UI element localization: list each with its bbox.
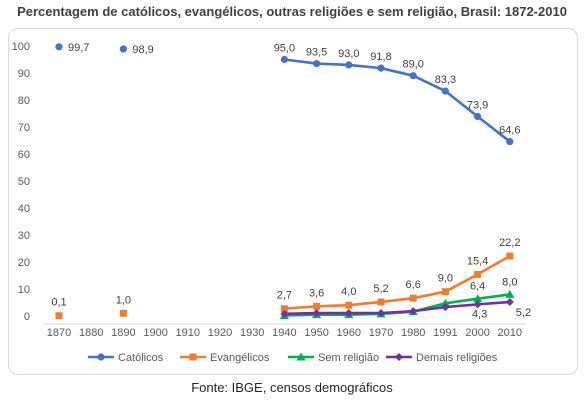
- data-point: [280, 309, 289, 318]
- data-point: [409, 307, 418, 316]
- y-tick-label: 40: [18, 203, 30, 215]
- data-label: 3,6: [309, 287, 324, 299]
- legend-label: Católicos: [118, 352, 164, 364]
- data-label: 91,8: [370, 51, 391, 63]
- x-tick-label: 1880: [79, 327, 103, 339]
- data-label: 99,7: [68, 42, 89, 54]
- data-point: [505, 297, 514, 306]
- x-tick-label: 1930: [240, 327, 264, 339]
- data-label: 5,2: [516, 307, 531, 319]
- y-tick-label: 90: [18, 68, 30, 80]
- data-label: 6,6: [406, 279, 421, 291]
- data-label: 83,3: [435, 74, 456, 86]
- data-point: [345, 301, 353, 309]
- data-label: 22,2: [499, 237, 520, 249]
- series-line: [284, 58, 511, 143]
- y-tick-label: 50: [18, 176, 30, 188]
- y-tick-label: 60: [18, 149, 30, 161]
- data-point: [119, 45, 127, 53]
- data-point: [440, 298, 450, 307]
- chart-source: Fonte: IBGE, censos demográficos: [191, 380, 393, 395]
- data-point: [505, 289, 515, 298]
- data-point: [377, 298, 385, 306]
- x-tick-label: 1960: [337, 327, 361, 339]
- chart-frame: [8, 28, 578, 375]
- data-point: [441, 303, 450, 312]
- x-tick-label: 1920: [208, 327, 232, 339]
- data-label: 64,6: [499, 125, 520, 137]
- data-label: 73,9: [467, 99, 488, 111]
- data-label: 1,0: [116, 294, 131, 306]
- data-point: [473, 294, 483, 303]
- data-point: [506, 252, 514, 260]
- series-line: [284, 300, 510, 316]
- x-tick-label: 1970: [369, 327, 393, 339]
- data-point: [97, 353, 105, 361]
- x-tick-label: 1900: [143, 327, 167, 339]
- data-point: [296, 352, 306, 361]
- data-point: [312, 309, 321, 318]
- data-point: [280, 55, 288, 64]
- data-label: 6,4: [470, 281, 485, 293]
- data-point: [345, 61, 353, 69]
- x-tick-label: 1890: [111, 327, 135, 339]
- data-point: [313, 59, 321, 68]
- data-point: [441, 87, 449, 95]
- legend-label: Demais religiões: [416, 352, 498, 364]
- y-tick-label: 70: [18, 122, 30, 134]
- data-point: [506, 137, 514, 146]
- data-label: 8,0: [502, 276, 517, 288]
- data-label: 0,1: [51, 297, 66, 309]
- data-label: 95,0: [274, 43, 295, 55]
- legend-label: Evangélicos: [210, 352, 270, 364]
- data-point: [377, 309, 385, 318]
- data-point: [189, 353, 197, 361]
- x-tick-label: 1950: [304, 327, 328, 339]
- x-tick-label: 1991: [433, 327, 457, 339]
- y-tick-label: 100: [12, 41, 30, 53]
- data-point: [409, 294, 417, 302]
- data-label: 9,0: [438, 273, 453, 285]
- data-point: [473, 300, 482, 309]
- data-point: [55, 312, 63, 320]
- data-label: 93,0: [338, 48, 359, 60]
- data-label: 93,5: [306, 47, 327, 59]
- data-label: 5,2: [373, 283, 388, 295]
- data-point: [313, 302, 321, 310]
- y-tick-label: 10: [18, 284, 30, 296]
- data-point: [409, 72, 417, 80]
- data-point: [280, 305, 288, 313]
- y-tick-label: 80: [18, 95, 30, 107]
- data-label: 2,7: [277, 290, 292, 302]
- data-label: 4,0: [341, 286, 356, 298]
- data-point: [344, 309, 353, 318]
- x-tick-label: 1870: [47, 327, 71, 339]
- data-label: 89,0: [402, 59, 423, 71]
- x-tick-label: 1980: [401, 327, 425, 339]
- data-point: [55, 43, 63, 51]
- data-label: 98,9: [132, 44, 153, 56]
- x-tick-label: 2000: [465, 327, 489, 339]
- legend-label: Sem religião: [318, 352, 379, 364]
- chart-title: Percentagem de católicos, evangélicos, o…: [17, 4, 567, 19]
- series-line: [284, 254, 511, 311]
- y-tick-label: 20: [18, 257, 30, 269]
- data-point: [119, 309, 127, 317]
- y-tick-label: 30: [18, 230, 30, 242]
- x-tick-label: 2010: [498, 327, 522, 339]
- data-label: 15,4: [467, 255, 488, 267]
- data-label: 4,3: [472, 308, 487, 320]
- y-tick-label: 0: [24, 311, 30, 323]
- data-point: [441, 288, 449, 296]
- x-tick-label: 1910: [176, 327, 200, 339]
- data-point: [474, 270, 482, 278]
- x-tick-label: 1940: [272, 327, 296, 339]
- data-point: [474, 112, 482, 121]
- data-point: [395, 353, 403, 361]
- data-point: [377, 64, 385, 72]
